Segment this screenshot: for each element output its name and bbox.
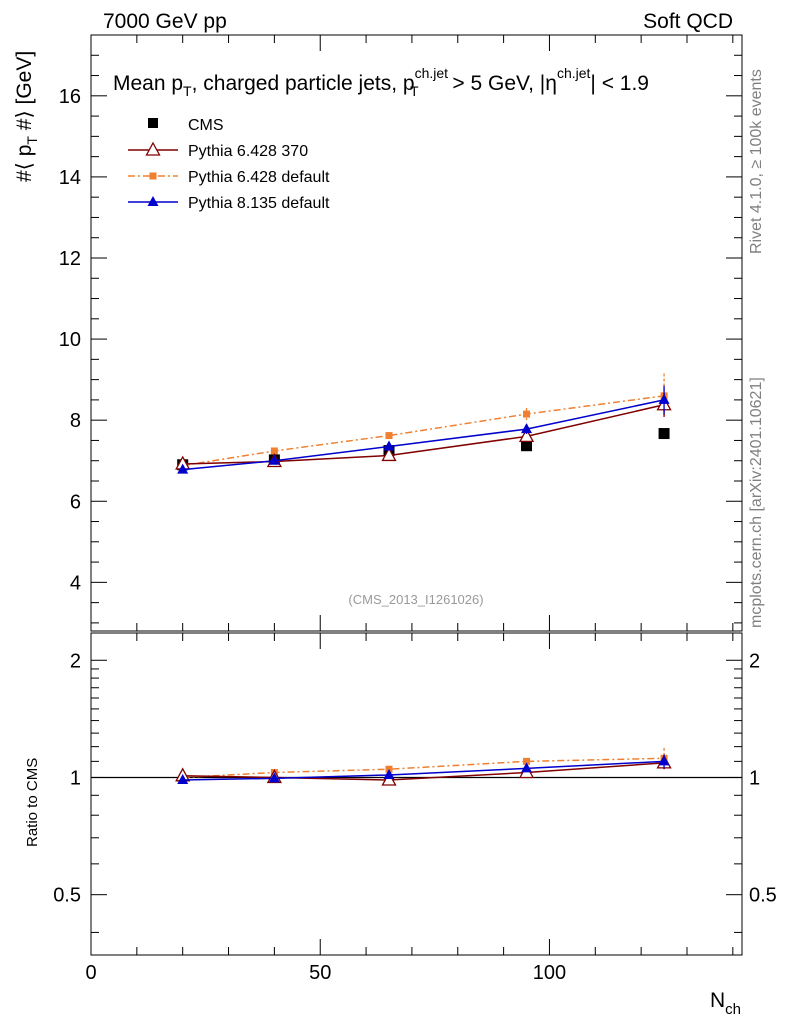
y-tick-label: 14 bbox=[59, 167, 81, 189]
series-line-pythia-8-135-default bbox=[182, 399, 665, 471]
ratio-y-tick-label-right: 0.5 bbox=[749, 885, 777, 907]
ratio-y-tick-label-right: 2 bbox=[749, 650, 760, 672]
data-point-pythia-8-135-default bbox=[268, 454, 280, 465]
rivet-version-label: Rivet 4.1.0, ≥ 100k events bbox=[748, 69, 765, 254]
ratio-axis-ticks: 0 50 100 0.5 0.5 1 1 2 2 bbox=[53, 633, 777, 984]
x-axis-label: Nch bbox=[710, 989, 741, 1018]
chart-title: Mean pT, charged particle jets, pch.jet T… bbox=[113, 65, 649, 99]
legend: CMS Pythia 6.428 370 Pythia 6.428 defaul… bbox=[128, 117, 330, 212]
legend-marker-pythia8-default bbox=[147, 196, 159, 206]
analysis-id-label: (CMS_2013_I1261026) bbox=[348, 592, 483, 607]
data-point-pythia-8-135-default bbox=[383, 440, 395, 451]
ratio-point-pythia-8-135-default bbox=[177, 774, 189, 785]
ratio-data-series bbox=[175, 747, 672, 786]
data-point-cms bbox=[658, 428, 670, 440]
ratio-point-pythia-8-135-default bbox=[268, 772, 280, 783]
series-line-pythia-6-428-370 bbox=[182, 404, 665, 465]
legend-label-pythia8-default: Pythia 8.135 default bbox=[188, 195, 330, 212]
x-tick-label: 50 bbox=[309, 962, 331, 984]
legend-marker-pythia6-default bbox=[149, 172, 157, 180]
data-point-pythia-6-428-default bbox=[385, 432, 393, 440]
y-tick-label: 8 bbox=[70, 410, 81, 432]
ratio-plot-frame bbox=[90, 632, 743, 956]
data-point-pythia-6-428-370 bbox=[518, 428, 535, 443]
ratio-y-tick-label-left: 1 bbox=[70, 767, 81, 789]
y-tick-label: 6 bbox=[70, 491, 81, 513]
legend-label-pythia6-370: Pythia 6.428 370 bbox=[188, 143, 308, 160]
legend-item-pythia6-370: Pythia 6.428 370 bbox=[128, 141, 308, 160]
legend-item-cms: CMS bbox=[148, 117, 224, 134]
mcplots-label: mcplots.cern.ch [arXiv:2401.10621] bbox=[748, 377, 765, 628]
process-label: Soft QCD bbox=[643, 10, 733, 33]
legend-item-pythia8-default: Pythia 8.135 default bbox=[128, 195, 330, 212]
x-tick-label: 100 bbox=[533, 962, 566, 984]
series-line-pythia-6-428-default bbox=[182, 395, 665, 467]
data-point-pythia-6-428-370 bbox=[381, 447, 397, 462]
y-tick-label: 4 bbox=[70, 572, 81, 594]
ratio-y-axis-label: Ratio to CMS bbox=[24, 758, 41, 847]
y-axis-label: #⟨ pT #⟩ [GeV] bbox=[13, 51, 40, 182]
main-plot-frame bbox=[90, 34, 743, 632]
legend-label-cms: CMS bbox=[188, 117, 224, 134]
data-point-pythia-8-135-default bbox=[658, 393, 670, 404]
data-point-pythia-8-135-default bbox=[177, 463, 189, 474]
ratio-point-pythia-6-428-370 bbox=[381, 771, 397, 786]
y-tick-label: 16 bbox=[59, 86, 81, 108]
ratio-point-pythia-6-428-default bbox=[523, 757, 531, 765]
ratio-point-pythia-8-135-default bbox=[383, 768, 395, 779]
main-data-series bbox=[175, 373, 672, 474]
energy-label: 7000 GeV pp bbox=[103, 10, 227, 33]
data-point-pythia-6-428-default bbox=[523, 410, 531, 418]
data-point-cms bbox=[521, 440, 533, 452]
legend-marker-cms bbox=[148, 118, 158, 128]
legend-item-pythia6-default: Pythia 6.428 default bbox=[128, 169, 330, 186]
legend-label-pythia6-default: Pythia 6.428 default bbox=[188, 169, 330, 186]
x-tick-label: 0 bbox=[85, 962, 96, 984]
y-tick-label: 12 bbox=[59, 248, 81, 270]
data-point-pythia-6-428-default bbox=[270, 447, 278, 455]
main-axis-ticks: 4 6 8 10 12 14 16 bbox=[59, 34, 742, 631]
ratio-y-tick-label-left: 2 bbox=[70, 650, 81, 672]
ratio-point-pythia-8-135-default bbox=[658, 755, 670, 766]
legend-marker-pythia6-370 bbox=[145, 141, 161, 156]
y-tick-label: 10 bbox=[59, 329, 81, 351]
ratio-y-tick-label-right: 1 bbox=[749, 767, 760, 789]
ratio-point-pythia-8-135-default bbox=[521, 762, 533, 773]
ratio-y-tick-label-left: 0.5 bbox=[53, 885, 81, 907]
data-point-pythia-8-135-default bbox=[521, 423, 533, 434]
